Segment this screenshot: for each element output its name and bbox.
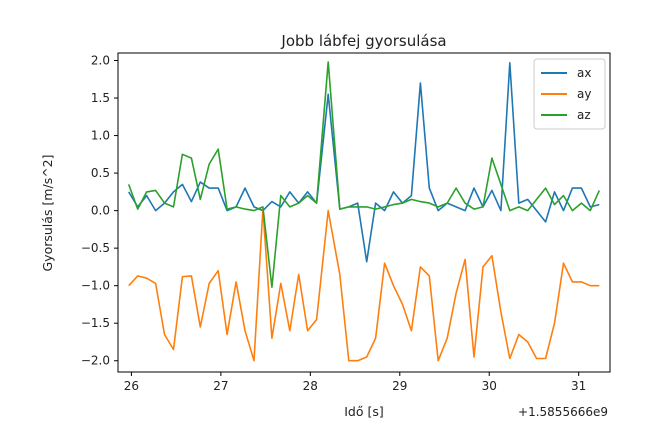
x-tick-label: 31 (571, 379, 586, 393)
legend-label-ax: ax (577, 66, 591, 80)
x-axis-label: Idő [s] (344, 404, 384, 419)
plot-frame (117, 52, 611, 373)
y-tick-label: 1.5 (91, 91, 110, 105)
y-tick-label: 0.5 (91, 166, 110, 180)
y-tick-label: −1.0 (81, 279, 110, 293)
ticks: 26 27 28 29 30 31 −2.0 −1.5 −1.0 −0.5 0.0 0.5 1.0 1.5… (81, 54, 586, 393)
y-tick-label: −0.5 (81, 241, 110, 255)
series-line-ay (128, 208, 600, 362)
x-tick-label: 28 (303, 379, 318, 393)
series-lines (127, 61, 601, 362)
series-line-az (127, 61, 601, 289)
y-tick-label: −2.0 (81, 354, 110, 368)
chart-title: Jobb lábfej gyorsulása (280, 32, 446, 50)
x-offset-label: +1.5855666e9 (518, 405, 608, 419)
x-tick-label: 27 (213, 379, 228, 393)
legend-label-az: az (577, 108, 591, 122)
legend-box (533, 58, 606, 130)
y-tick-label: 0.0 (91, 204, 110, 218)
x-tick-label: 29 (392, 379, 407, 393)
x-tick-label: 26 (124, 379, 139, 393)
x-tick-label: 30 (482, 379, 497, 393)
series-line-ax (128, 61, 600, 263)
legend-label-ay: ay (577, 87, 591, 101)
y-tick-label: −1.5 (81, 316, 110, 330)
legend: ax ay az (533, 58, 606, 130)
y-tick-label: 2.0 (91, 54, 110, 68)
y-axis-label: Gyorsulás [m/s^2] (40, 154, 55, 271)
y-tick-label: 1.0 (91, 129, 110, 143)
